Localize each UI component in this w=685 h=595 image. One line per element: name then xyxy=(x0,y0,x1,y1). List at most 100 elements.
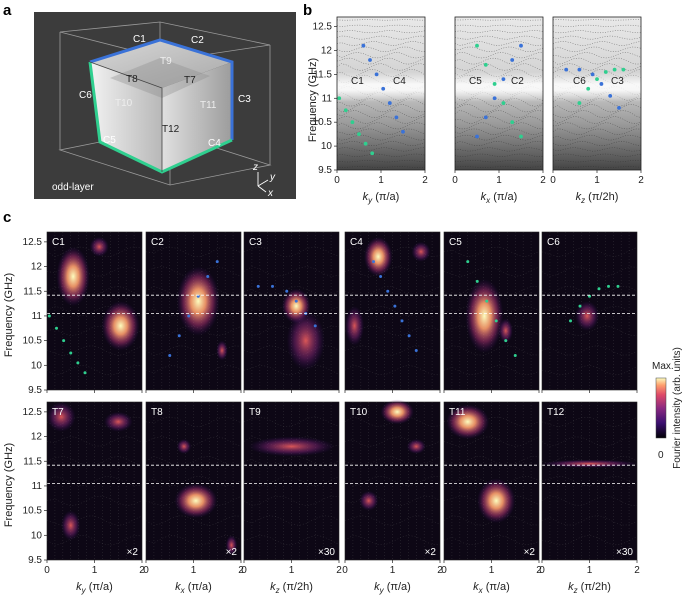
curve-label: C6 xyxy=(573,76,586,87)
bulk-band-line xyxy=(344,266,441,277)
bulk-band-line xyxy=(46,345,143,356)
bulk-band-line xyxy=(443,495,540,506)
panel-c-xtick-label: 2 xyxy=(536,565,542,576)
bulk-band-line xyxy=(541,515,638,526)
curve-label: C1 xyxy=(351,76,364,87)
axis-y-label: y xyxy=(269,172,276,183)
bulk-band-line xyxy=(552,166,642,168)
panel-c-xtick-label: 0 xyxy=(44,565,50,576)
point-c5 xyxy=(483,62,488,67)
map-label: C6 xyxy=(547,237,560,248)
corner-label-c5: C5 xyxy=(103,135,116,146)
bulk-band-line xyxy=(243,515,340,526)
point-c2 xyxy=(206,274,210,278)
panel-c-ytick-label: 9.5 xyxy=(28,555,42,566)
panel-b-xtick-label: 2 xyxy=(422,175,428,186)
point-c2 xyxy=(475,134,479,139)
bulk-band-line xyxy=(336,41,426,46)
panel-c-xtick-label: 1 xyxy=(587,565,593,576)
bulk-band-line xyxy=(46,456,143,467)
point-c2 xyxy=(510,58,515,62)
point-c5 xyxy=(519,134,523,139)
bulk-band-line xyxy=(46,416,143,427)
point-c4 xyxy=(407,334,411,338)
panel-b-ytick-label: 10.5 xyxy=(313,117,333,128)
intensity-hotspot xyxy=(498,318,513,344)
panel-c-ytick-label: 12 xyxy=(31,432,43,443)
bulk-band-line xyxy=(336,104,426,113)
bulk-band-line xyxy=(552,52,642,59)
panel-c-xtick-label: 2 xyxy=(634,565,640,576)
bulk-band-line xyxy=(552,122,642,130)
intensity-hotspot xyxy=(364,236,393,277)
intensity-hotspot xyxy=(380,399,414,425)
intensity-hotspot xyxy=(542,459,637,468)
panel-c-xlabel: ky (π/a) xyxy=(76,581,113,595)
point-c4 xyxy=(372,260,375,264)
bulk-band-line xyxy=(344,456,441,467)
bulk-band-line xyxy=(46,286,143,297)
bulk-band-line xyxy=(552,98,642,107)
face-label-t10: T10 xyxy=(115,98,133,109)
point-c6 xyxy=(607,284,610,288)
blue-hinge xyxy=(89,38,234,140)
panel-c-ytick-label: 11 xyxy=(32,481,43,492)
bulk-band-line xyxy=(552,41,642,46)
bulk-band-line xyxy=(336,141,426,146)
intensity-hotspot xyxy=(61,510,81,541)
odd-layer-caption: odd-layer xyxy=(52,182,94,193)
panel-c-ytick-label: 11.5 xyxy=(23,286,42,297)
bulk-band-line xyxy=(541,266,638,277)
intensity-scale-factor: ×2 xyxy=(524,547,536,558)
point-c5 xyxy=(494,319,498,323)
point-c6 xyxy=(603,70,608,74)
point-c4 xyxy=(386,289,390,293)
point-c5 xyxy=(492,82,497,86)
cube-inner-shadow xyxy=(110,58,210,98)
bulk-band-line xyxy=(243,476,340,487)
panel-c-ytick-label: 11.5 xyxy=(23,456,42,467)
bulk-band-line xyxy=(454,166,544,168)
bulk-band-line xyxy=(541,325,638,336)
panel-b-xlabel: kx (π/a) xyxy=(481,191,518,205)
intensity-hotspot xyxy=(446,404,490,440)
bulk-band-line xyxy=(541,345,638,356)
point-c6 xyxy=(616,284,620,288)
point-c5 xyxy=(504,339,508,343)
panel-b-xlabel: ky (π/a) xyxy=(363,191,400,205)
panel-b-xtick-label: 1 xyxy=(594,175,600,186)
intensity-hotspot xyxy=(176,266,220,336)
map-label: T12 xyxy=(547,407,565,418)
bulk-band-line xyxy=(336,57,426,65)
panel-label-b: b xyxy=(303,2,312,19)
bulk-band-line xyxy=(145,475,242,487)
bulk-band-line xyxy=(344,325,441,336)
panel-b-xlabel: kz (π/2h) xyxy=(576,191,619,205)
bulk-band-line xyxy=(46,436,143,447)
point-c4 xyxy=(401,129,405,134)
bulk-band-line xyxy=(454,19,544,21)
panel-c-xtick-label: 1 xyxy=(489,565,495,576)
map-label: C1 xyxy=(52,237,65,248)
point-c4 xyxy=(400,319,404,323)
point-c4 xyxy=(374,72,379,77)
panel-c-xtick-label: 0 xyxy=(241,565,247,576)
point-c1 xyxy=(337,96,342,101)
curve-label: C4 xyxy=(393,76,406,87)
panel-label-a: a xyxy=(3,2,12,19)
bulk-band-line xyxy=(336,63,426,71)
bulk-band-line xyxy=(552,104,642,113)
point-c1 xyxy=(62,339,66,343)
bulk-band-line xyxy=(552,63,642,71)
panel-b-bandgap-band xyxy=(455,72,543,102)
panel-c-xtick-label: 1 xyxy=(390,565,396,576)
panel-c-map-t11: T11×20 1 2kx (π/a) xyxy=(441,401,542,595)
colorbar-title: Fourier intensity (arb. units) xyxy=(672,347,683,469)
intensity-hotspot xyxy=(216,340,228,361)
panel-b-subplot-2: C5 C2 0 1 2 kx (π/a) xyxy=(452,16,546,205)
point-c6 xyxy=(577,101,582,105)
point-c6 xyxy=(578,304,582,308)
bulk-band-line xyxy=(145,535,242,546)
panel-c-ylabel-top: Frequency (GHz) xyxy=(3,273,15,357)
point-c1 xyxy=(83,371,87,375)
